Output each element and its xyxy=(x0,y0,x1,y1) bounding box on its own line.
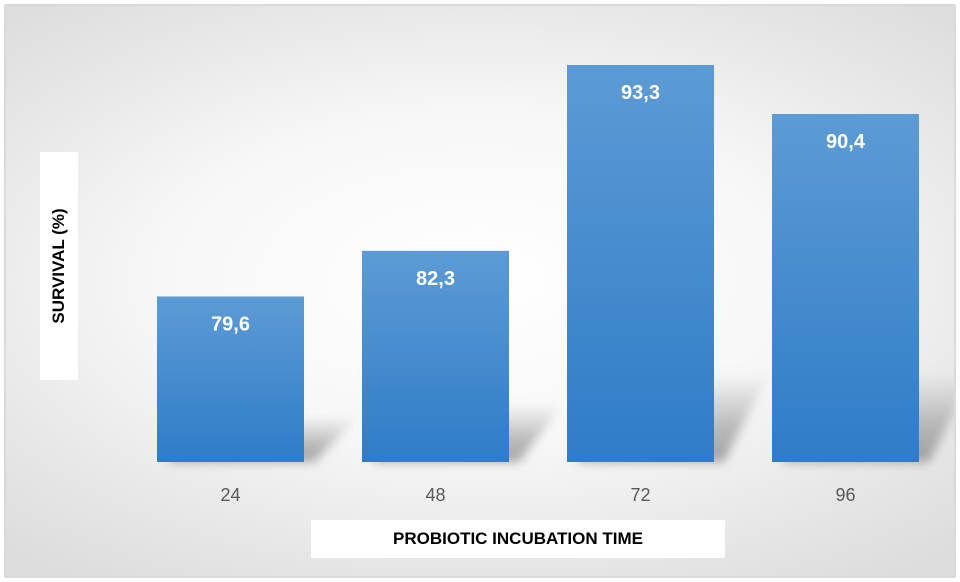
x-tick-label-96: 96 xyxy=(835,485,855,505)
data-label-48: 82,3 xyxy=(416,268,455,290)
bar-96 xyxy=(772,113,919,462)
chart-plot: 79,6 82,3 93,3 90,4 24 48 72 96 xyxy=(157,65,954,505)
data-labels: 79,6 82,3 93,3 90,4 xyxy=(211,82,866,335)
bar-24 xyxy=(157,296,304,462)
bar-48 xyxy=(362,250,509,462)
bars xyxy=(157,65,919,462)
x-tick-labels: 24 48 72 96 xyxy=(220,485,855,505)
x-tick-label-48: 48 xyxy=(425,485,445,505)
data-label-96: 90,4 xyxy=(826,131,866,153)
x-axis-label: PROBIOTIC INCUBATION TIME xyxy=(311,520,725,558)
x-tick-label-24: 24 xyxy=(220,485,240,505)
data-label-72: 93,3 xyxy=(621,82,660,104)
x-tick-label-72: 72 xyxy=(630,485,650,505)
chart-frame: 79,6 82,3 93,3 90,4 24 48 72 96 SURVIVAL (%) P… xyxy=(4,4,956,578)
y-axis-label-box xyxy=(40,152,78,380)
bar-72 xyxy=(567,65,714,462)
data-label-24: 79,6 xyxy=(211,313,250,335)
y-axis-label: SURVIVAL (%) xyxy=(49,208,68,324)
